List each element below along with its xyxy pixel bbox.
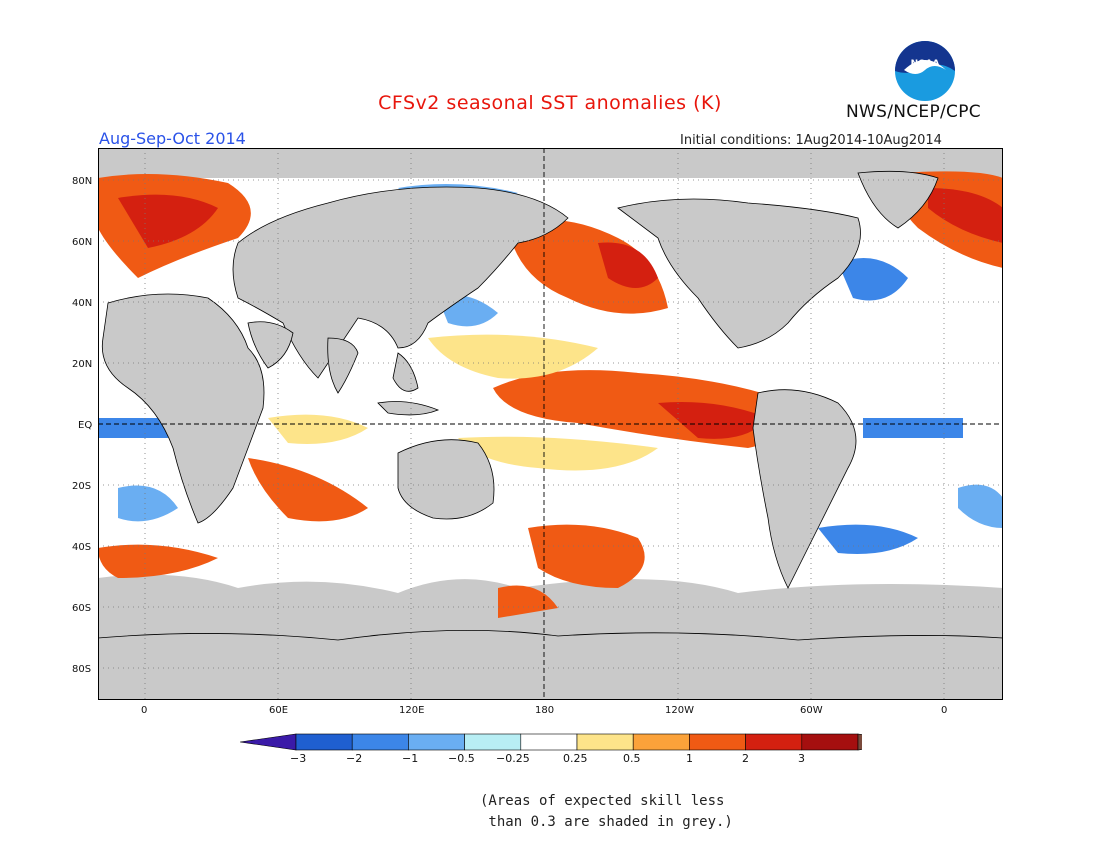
colorbar-swatch [295,733,353,751]
skill-note: (Areas of expected skill less than 0.3 a… [480,793,733,830]
lon-label: 120W [665,705,694,716]
lat-label: 80S [72,664,92,675]
lat-label: 40N [72,298,93,309]
colorbar-label: −0.5 [448,752,475,765]
colorbar [240,733,862,751]
colorbar-label: −1 [402,752,419,765]
colorbar-swatch [464,733,522,751]
sst-anomaly-map [98,148,1003,700]
lat-label: 20N [72,359,93,370]
lat-label: EQ [78,420,93,431]
colorbar-label: 0.25 [563,752,588,765]
colorbar-swatch [801,733,859,751]
colorbar-swatch [240,733,297,751]
anomaly-fields [98,171,1003,618]
lon-label: 120E [399,705,425,716]
colorbar-label: −0.25 [496,752,530,765]
lon-label: 0 [141,705,148,716]
lon-label: 0 [941,705,948,716]
colorbar-swatch [576,733,634,751]
initial-conditions-label: Initial conditions: 1Aug2014-10Aug2014 [680,133,942,148]
svg-text:NOAA: NOAA [911,59,940,69]
colorbar-label: 1 [686,752,693,765]
lat-label: 80N [72,176,93,187]
lon-label: 60W [800,705,823,716]
lat-label: 20S [72,481,92,492]
land-masses [98,170,1003,700]
noaa-logo: NOAA [895,41,955,101]
colorbar-swatch [857,733,862,751]
map-title: CFSv2 seasonal SST anomalies (K) [378,92,722,114]
colorbar-label: 2 [742,752,749,765]
lat-label: 40S [72,542,92,553]
colorbar-label: −3 [290,752,307,765]
agency-label: NWS/NCEP/CPC [846,102,981,122]
colorbar-swatch [351,733,409,751]
low-skill-region-north [98,148,1003,178]
lat-label: 60N [72,237,93,248]
colorbar-label: −2 [346,752,363,765]
lon-label: 60E [269,705,289,716]
colorbar-swatch [520,733,578,751]
colorbar-swatch [745,733,803,751]
colorbar-label: 0.5 [623,752,641,765]
colorbar-swatch [689,733,746,751]
colorbar-swatch [408,733,465,751]
lat-label: 60S [72,603,92,614]
colorbar-swatch [632,733,690,751]
season-label: Aug-Sep-Oct 2014 [99,129,246,148]
lon-label: 180 [535,705,555,716]
colorbar-label: 3 [798,752,805,765]
